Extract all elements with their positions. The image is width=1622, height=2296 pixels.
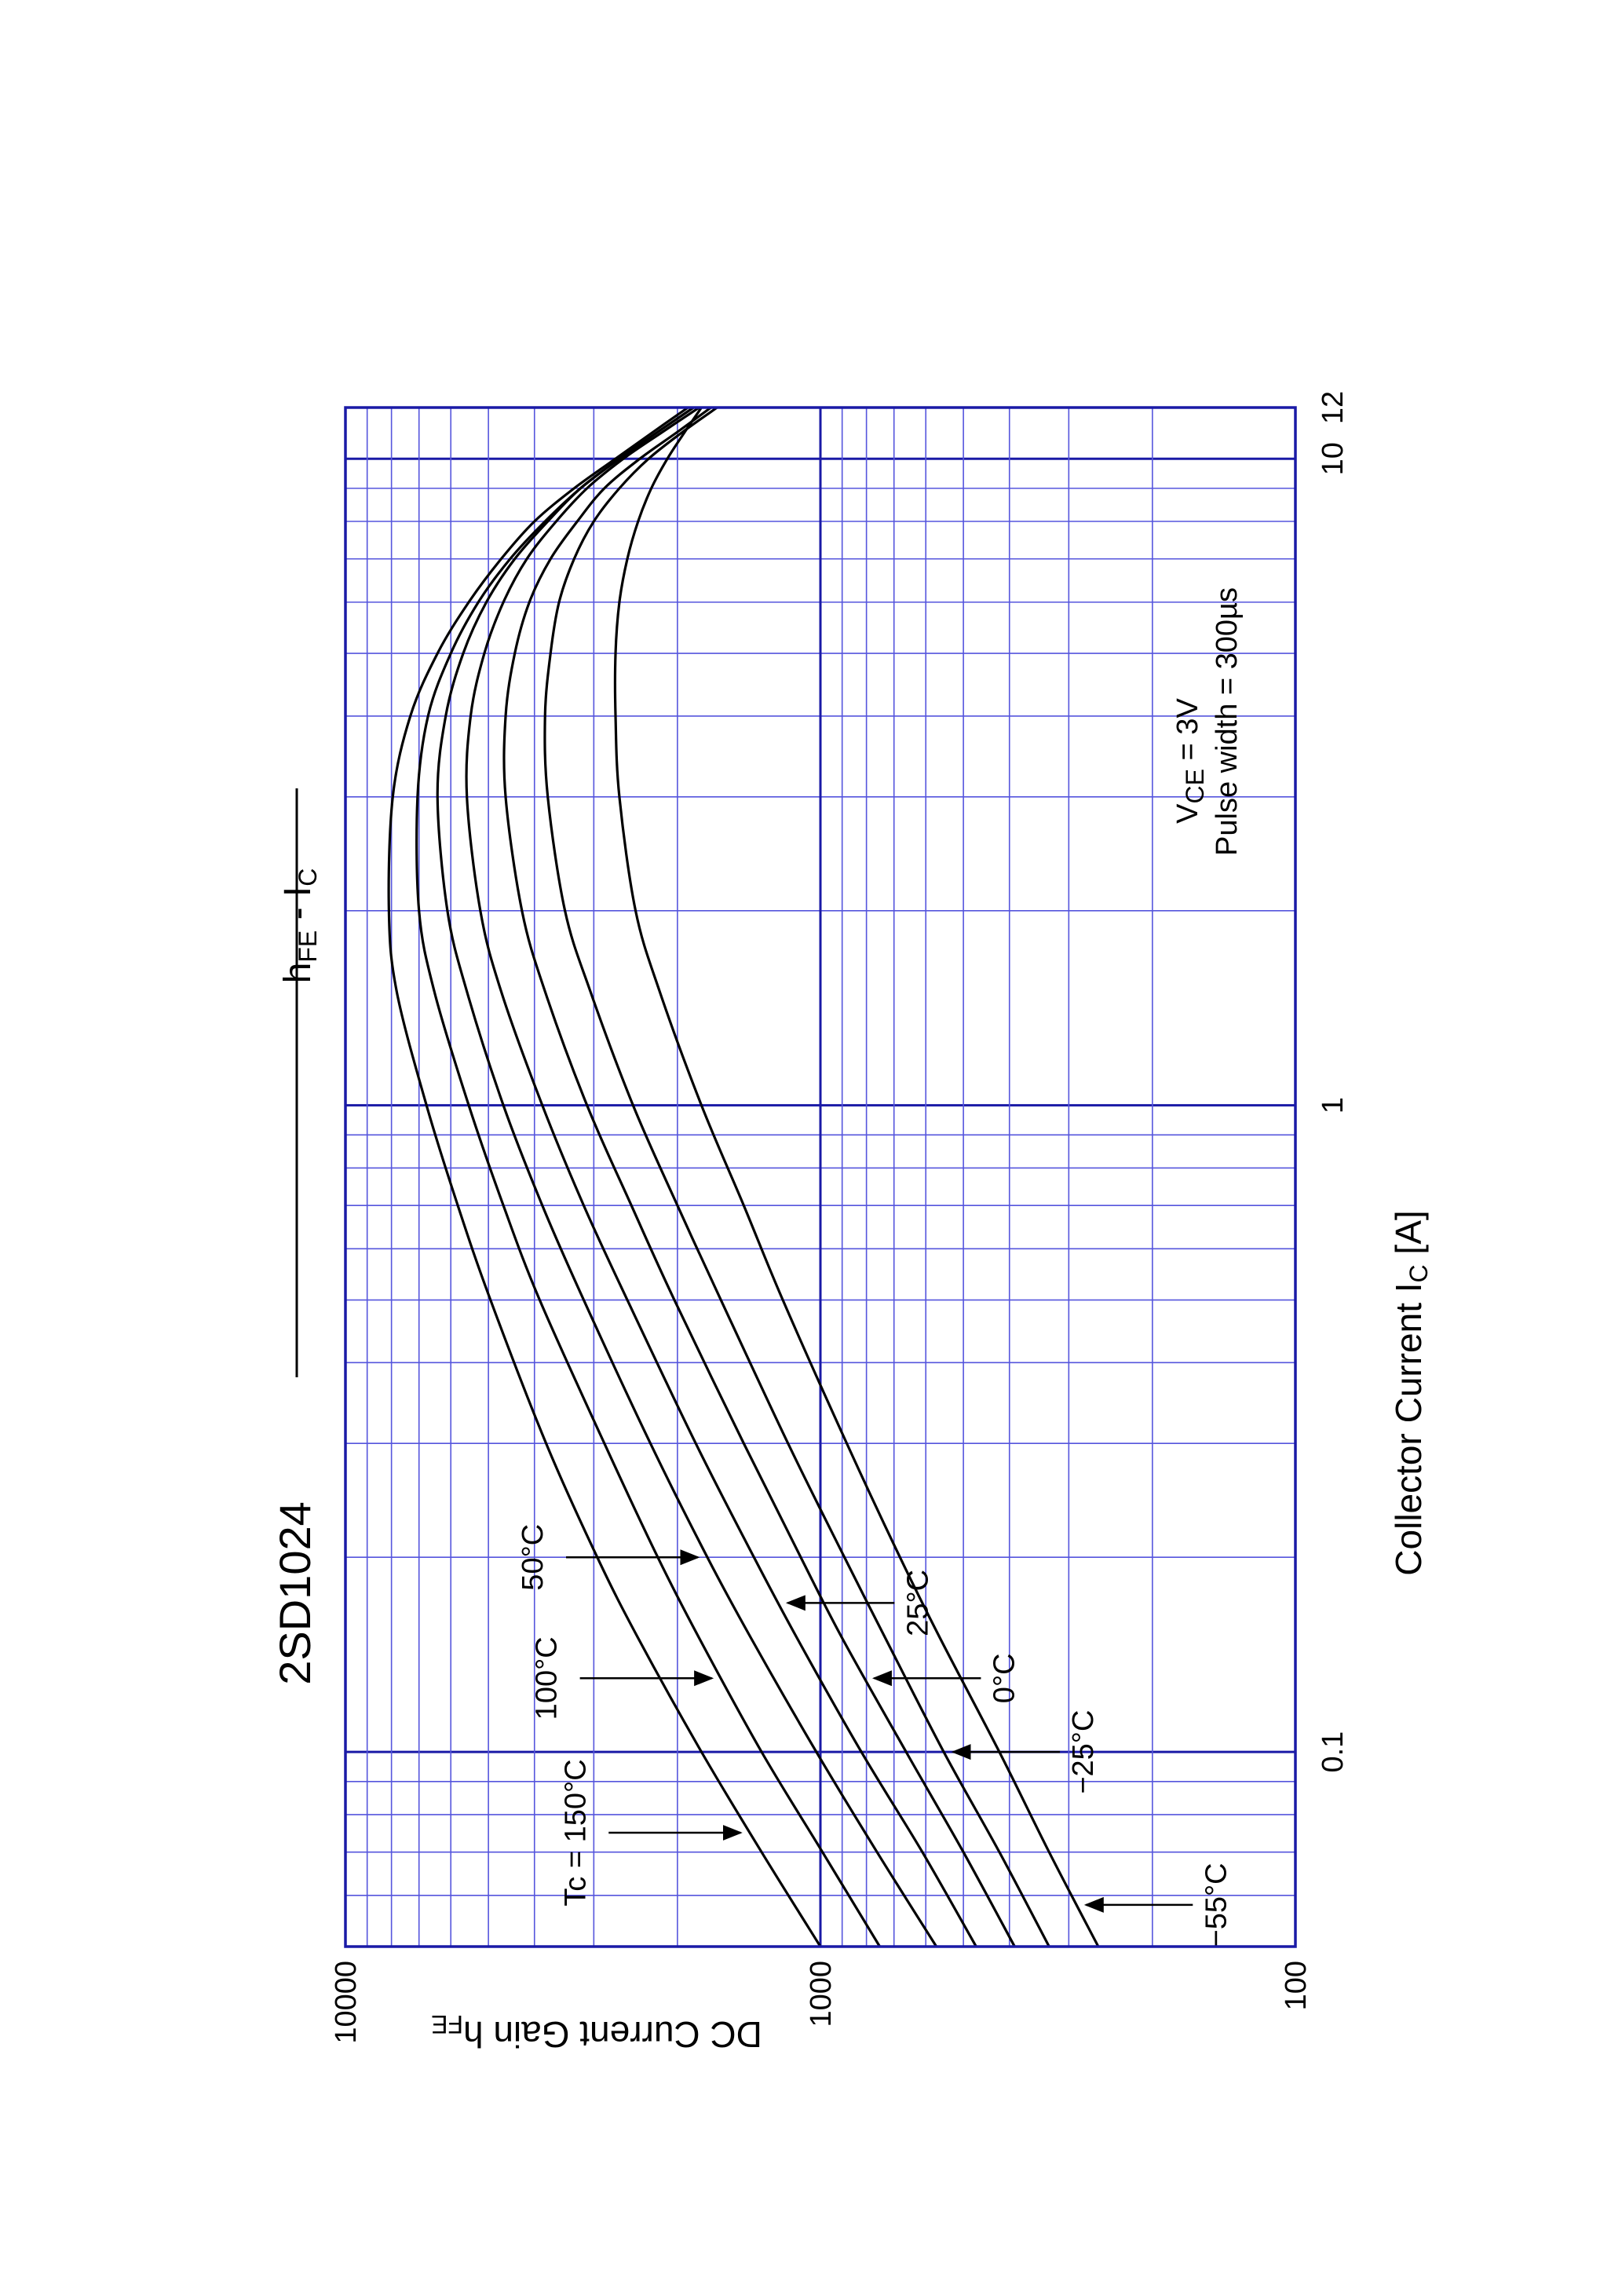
y-axis-label: DC Current Gain hFE bbox=[431, 2010, 762, 2055]
series-line bbox=[387, 408, 822, 1947]
x-tick-label: 12 bbox=[1317, 391, 1350, 424]
curves bbox=[387, 408, 1100, 1947]
x-axis-label-main: Collector Current I bbox=[1388, 1282, 1429, 1575]
chart-title: 2SD1024 bbox=[270, 1501, 320, 1685]
x-axis-label-sub: C bbox=[1405, 1264, 1433, 1282]
annotation-label: −25°C bbox=[1067, 1710, 1100, 1794]
subtitle-sub2: C bbox=[294, 868, 322, 887]
annotation-label: Tc = 150°C bbox=[559, 1759, 592, 1906]
y-tick-label: 10000 bbox=[330, 1961, 363, 2044]
chart-subtitle: hFE - IC bbox=[277, 868, 322, 984]
annotation-label: 100°C bbox=[531, 1636, 564, 1720]
y-axis-label-sub: FE bbox=[431, 2010, 463, 2038]
series-line bbox=[415, 408, 881, 1947]
tick-labels: 0.1 1 10 12 100 1000 10000 bbox=[330, 391, 1350, 2044]
x-tick-label: 1 bbox=[1317, 1097, 1350, 1113]
x-tick-label: 10 bbox=[1317, 442, 1350, 475]
condition-vce: VCE = 3V bbox=[1171, 698, 1209, 824]
subtitle-mid: - I bbox=[277, 887, 319, 930]
annotation-label: 0°C bbox=[988, 1653, 1021, 1703]
series-line bbox=[543, 408, 1050, 1947]
series-line bbox=[465, 408, 977, 1947]
y-tick-label: 1000 bbox=[805, 1961, 838, 2027]
subtitle-sub1: FE bbox=[294, 930, 322, 963]
rotated-chart-group: Tc = 150°C 100°C 50°C 25°C 0°C −25°C −55°C 0.1… bbox=[270, 391, 1433, 2044]
condition-vce-sub: CE bbox=[1181, 769, 1209, 803]
condition-vce-main: V bbox=[1171, 803, 1204, 824]
condition-vce-rest: = 3V bbox=[1171, 698, 1204, 769]
y-axis-label-main: DC Current Gain h bbox=[463, 2014, 762, 2055]
y-tick-label: 100 bbox=[1280, 1961, 1313, 2010]
x-axis-label-unit: [A] bbox=[1388, 1210, 1429, 1264]
series-line bbox=[613, 408, 1100, 1947]
x-axis-label: Collector Current IC [A] bbox=[1388, 1210, 1433, 1575]
x-tick-label: 0.1 bbox=[1317, 1731, 1350, 1773]
series-line bbox=[502, 408, 1016, 1947]
annotations: Tc = 150°C 100°C 50°C 25°C 0°C −25°C −55°C bbox=[517, 1524, 1233, 1947]
annotation-label: 25°C bbox=[901, 1570, 934, 1636]
series-line bbox=[436, 408, 938, 1947]
subtitle-h: h bbox=[277, 963, 319, 984]
plot-frame bbox=[344, 406, 1297, 1948]
condition-pulse-width: Pulse width = 300µs bbox=[1211, 587, 1244, 856]
annotation-label: −55°C bbox=[1200, 1863, 1233, 1947]
annotation-label: 50°C bbox=[517, 1524, 550, 1591]
